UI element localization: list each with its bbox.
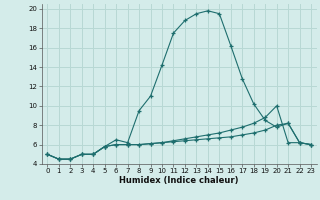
X-axis label: Humidex (Indice chaleur): Humidex (Indice chaleur) [119, 176, 239, 185]
